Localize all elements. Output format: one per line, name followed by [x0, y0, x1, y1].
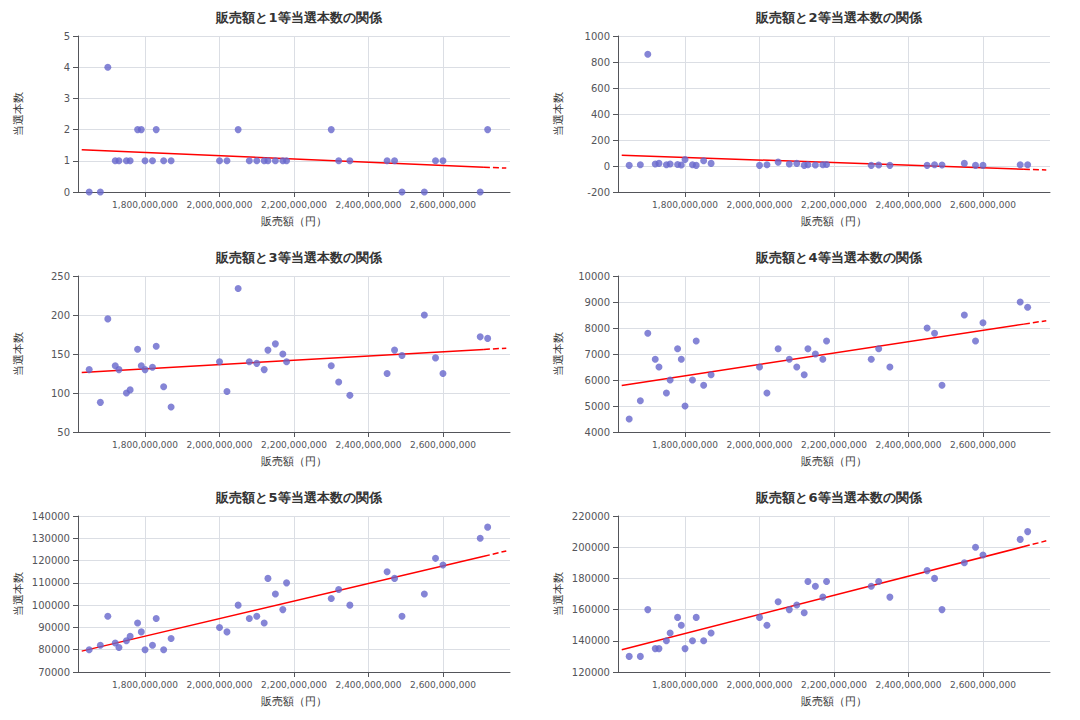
svg-text:1,800,000,000: 1,800,000,000 — [112, 200, 178, 210]
svg-text:140000: 140000 — [572, 635, 610, 646]
svg-text:1,800,000,000: 1,800,000,000 — [112, 440, 178, 450]
svg-text:-200: -200 — [587, 187, 610, 198]
svg-text:10000: 10000 — [578, 271, 610, 282]
svg-text:2,400,000,000: 2,400,000,000 — [876, 440, 942, 450]
svg-text:販売額と4等当選本数の関係: 販売額と4等当選本数の関係 — [755, 250, 922, 265]
svg-text:8000: 8000 — [585, 323, 610, 334]
svg-text:2,200,000,000: 2,200,000,000 — [261, 200, 327, 210]
svg-text:120000: 120000 — [572, 667, 610, 678]
svg-text:2,000,000,000: 2,000,000,000 — [187, 680, 253, 690]
svg-text:当選本数: 当選本数 — [552, 572, 565, 616]
svg-text:当選本数: 当選本数 — [552, 92, 565, 136]
svg-text:2,400,000,000: 2,400,000,000 — [876, 680, 942, 690]
svg-text:2,200,000,000: 2,200,000,000 — [801, 200, 867, 210]
svg-text:2,600,000,000: 2,600,000,000 — [950, 200, 1016, 210]
svg-text:120000: 120000 — [32, 555, 70, 566]
svg-text:50: 50 — [57, 427, 70, 438]
svg-text:1,800,000,000: 1,800,000,000 — [652, 440, 718, 450]
svg-text:1,800,000,000: 1,800,000,000 — [652, 200, 718, 210]
svg-text:1000: 1000 — [585, 31, 610, 42]
svg-text:0: 0 — [604, 161, 610, 172]
svg-text:2,400,000,000: 2,400,000,000 — [336, 200, 402, 210]
svg-text:800: 800 — [591, 57, 610, 68]
svg-text:販売額（円）: 販売額（円） — [801, 455, 867, 468]
svg-text:5000: 5000 — [585, 401, 610, 412]
svg-text:2,200,000,000: 2,200,000,000 — [261, 440, 327, 450]
svg-text:2,200,000,000: 2,200,000,000 — [801, 680, 867, 690]
svg-text:2,000,000,000: 2,000,000,000 — [187, 440, 253, 450]
svg-text:当選本数: 当選本数 — [12, 332, 25, 376]
svg-text:販売額と3等当選本数の関係: 販売額と3等当選本数の関係 — [215, 250, 382, 265]
svg-text:1,800,000,000: 1,800,000,000 — [112, 680, 178, 690]
svg-text:販売額（円）: 販売額（円） — [801, 215, 867, 228]
svg-text:2,400,000,000: 2,400,000,000 — [336, 680, 402, 690]
svg-text:2,000,000,000: 2,000,000,000 — [187, 200, 253, 210]
svg-text:2,400,000,000: 2,400,000,000 — [876, 200, 942, 210]
svg-text:9000: 9000 — [585, 297, 610, 308]
svg-text:販売額（円）: 販売額（円） — [261, 215, 327, 228]
svg-text:160000: 160000 — [572, 604, 610, 615]
svg-text:250: 250 — [51, 271, 70, 282]
svg-text:販売額と5等当選本数の関係: 販売額と5等当選本数の関係 — [215, 490, 382, 505]
svg-text:150: 150 — [51, 349, 70, 360]
svg-text:2,000,000,000: 2,000,000,000 — [727, 440, 793, 450]
svg-text:2,600,000,000: 2,600,000,000 — [410, 440, 476, 450]
svg-text:1,800,000,000: 1,800,000,000 — [652, 680, 718, 690]
svg-text:90000: 90000 — [38, 622, 70, 633]
svg-text:140000: 140000 — [32, 511, 70, 522]
svg-text:0: 0 — [64, 187, 70, 198]
svg-text:販売額と1等当選本数の関係: 販売額と1等当選本数の関係 — [215, 10, 382, 25]
svg-text:販売額（円）: 販売額（円） — [261, 695, 327, 708]
svg-text:当選本数: 当選本数 — [12, 92, 25, 136]
svg-text:2: 2 — [64, 124, 70, 135]
svg-text:2,600,000,000: 2,600,000,000 — [950, 680, 1016, 690]
svg-text:100000: 100000 — [32, 600, 70, 611]
svg-text:200000: 200000 — [572, 542, 610, 553]
svg-text:当選本数: 当選本数 — [552, 332, 565, 376]
svg-text:4: 4 — [64, 62, 70, 73]
svg-text:販売額（円）: 販売額（円） — [801, 695, 867, 708]
svg-text:販売額と2等当選本数の関係: 販売額と2等当選本数の関係 — [755, 10, 922, 25]
svg-text:200: 200 — [591, 135, 610, 146]
svg-text:2,000,000,000: 2,000,000,000 — [727, 200, 793, 210]
svg-text:販売額と6等当選本数の関係: 販売額と6等当選本数の関係 — [755, 490, 922, 505]
svg-text:販売額（円）: 販売額（円） — [261, 455, 327, 468]
svg-text:180000: 180000 — [572, 573, 610, 584]
svg-text:2,200,000,000: 2,200,000,000 — [261, 680, 327, 690]
svg-text:5: 5 — [64, 31, 70, 42]
svg-text:当選本数: 当選本数 — [12, 572, 25, 616]
svg-text:2,400,000,000: 2,400,000,000 — [336, 440, 402, 450]
svg-text:3: 3 — [64, 93, 70, 104]
svg-text:400: 400 — [591, 109, 610, 120]
svg-text:130000: 130000 — [32, 533, 70, 544]
svg-text:100: 100 — [51, 388, 70, 399]
svg-text:2,600,000,000: 2,600,000,000 — [410, 680, 476, 690]
svg-text:80000: 80000 — [38, 644, 70, 655]
svg-text:7000: 7000 — [585, 349, 610, 360]
svg-text:600: 600 — [591, 83, 610, 94]
svg-text:4000: 4000 — [585, 427, 610, 438]
svg-text:200: 200 — [51, 310, 70, 321]
svg-text:2,000,000,000: 2,000,000,000 — [727, 680, 793, 690]
svg-text:70000: 70000 — [38, 667, 70, 678]
svg-text:2,600,000,000: 2,600,000,000 — [950, 440, 1016, 450]
svg-text:2,200,000,000: 2,200,000,000 — [801, 440, 867, 450]
svg-text:220000: 220000 — [572, 511, 610, 522]
svg-text:1: 1 — [64, 155, 70, 166]
svg-text:2,600,000,000: 2,600,000,000 — [410, 200, 476, 210]
svg-text:6000: 6000 — [585, 375, 610, 386]
svg-text:110000: 110000 — [32, 577, 70, 588]
